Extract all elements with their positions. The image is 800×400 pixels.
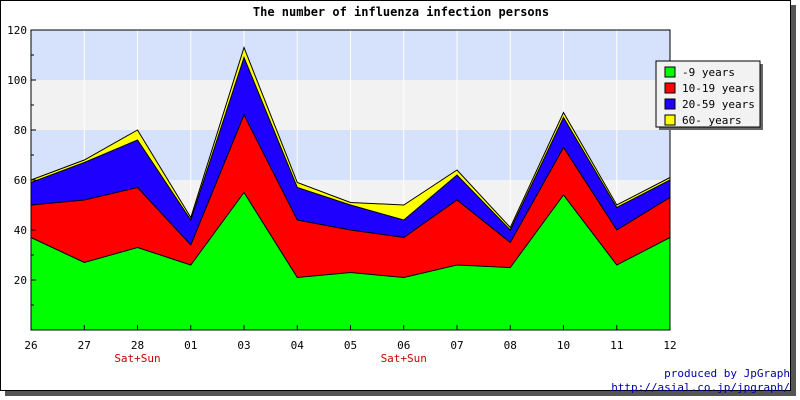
- axes: 20 40 60 80 100 120 26 27 28 01 03 04 05 06 07 08 10 11 12…: [7, 24, 677, 365]
- y-tick-label: 120: [7, 24, 27, 37]
- x-tick-label: 12: [663, 339, 676, 352]
- produced-by-credit: produced by JpGraph: [664, 367, 790, 380]
- x-tick-label: 01: [184, 339, 197, 352]
- jpgraph-url-link[interactable]: http://asial.co.jp/jpgraph/: [611, 381, 790, 394]
- legend-label: 60- years: [682, 114, 742, 127]
- x-tick-label: 27: [78, 339, 91, 352]
- legend-swatch: [664, 82, 676, 94]
- x-tick-label: 08: [504, 339, 517, 352]
- y-tick-label: 20: [14, 274, 27, 287]
- weekend-label: Sat+Sun: [381, 352, 427, 365]
- area-series-group: [30, 46, 671, 330]
- y-tick-label: 100: [7, 74, 27, 87]
- legend-label: 20-59 years: [682, 98, 755, 111]
- x-tick-label: 06: [397, 339, 410, 352]
- series-boundary-line: [30, 113, 671, 246]
- chart-title: The number of influenza infection person…: [253, 5, 549, 19]
- y-tick-label: 40: [14, 224, 27, 237]
- x-tick-label: 10: [557, 339, 570, 352]
- y-tick-label: 80: [14, 124, 27, 137]
- legend-label: 10-19 years: [682, 82, 755, 95]
- x-tick-label: 11: [610, 339, 623, 352]
- legend-label: -9 years: [682, 66, 735, 79]
- series-boundary-line: [30, 56, 671, 231]
- legend-swatch: [664, 66, 676, 78]
- legend: -9 years 10-19 years 20-59 years 60- years: [655, 60, 763, 130]
- weekend-label: Sat+Sun: [114, 352, 160, 365]
- x-tick-label: 03: [237, 339, 250, 352]
- legend-swatch: [664, 114, 676, 126]
- y-tick-label: 60: [14, 174, 27, 187]
- x-tick-label: 26: [24, 339, 37, 352]
- x-tick-label: 07: [450, 339, 463, 352]
- area-10-19-years: [31, 115, 670, 278]
- series-boundary-line: [30, 191, 671, 279]
- area-9-years: [31, 192, 670, 330]
- series-boundary-line: [30, 46, 671, 229]
- x-tick-label: 04: [291, 339, 305, 352]
- x-tick-label: 05: [344, 339, 357, 352]
- legend-swatch: [664, 98, 676, 110]
- x-tick-label: 28: [131, 339, 144, 352]
- area-20-59-years: [31, 57, 670, 245]
